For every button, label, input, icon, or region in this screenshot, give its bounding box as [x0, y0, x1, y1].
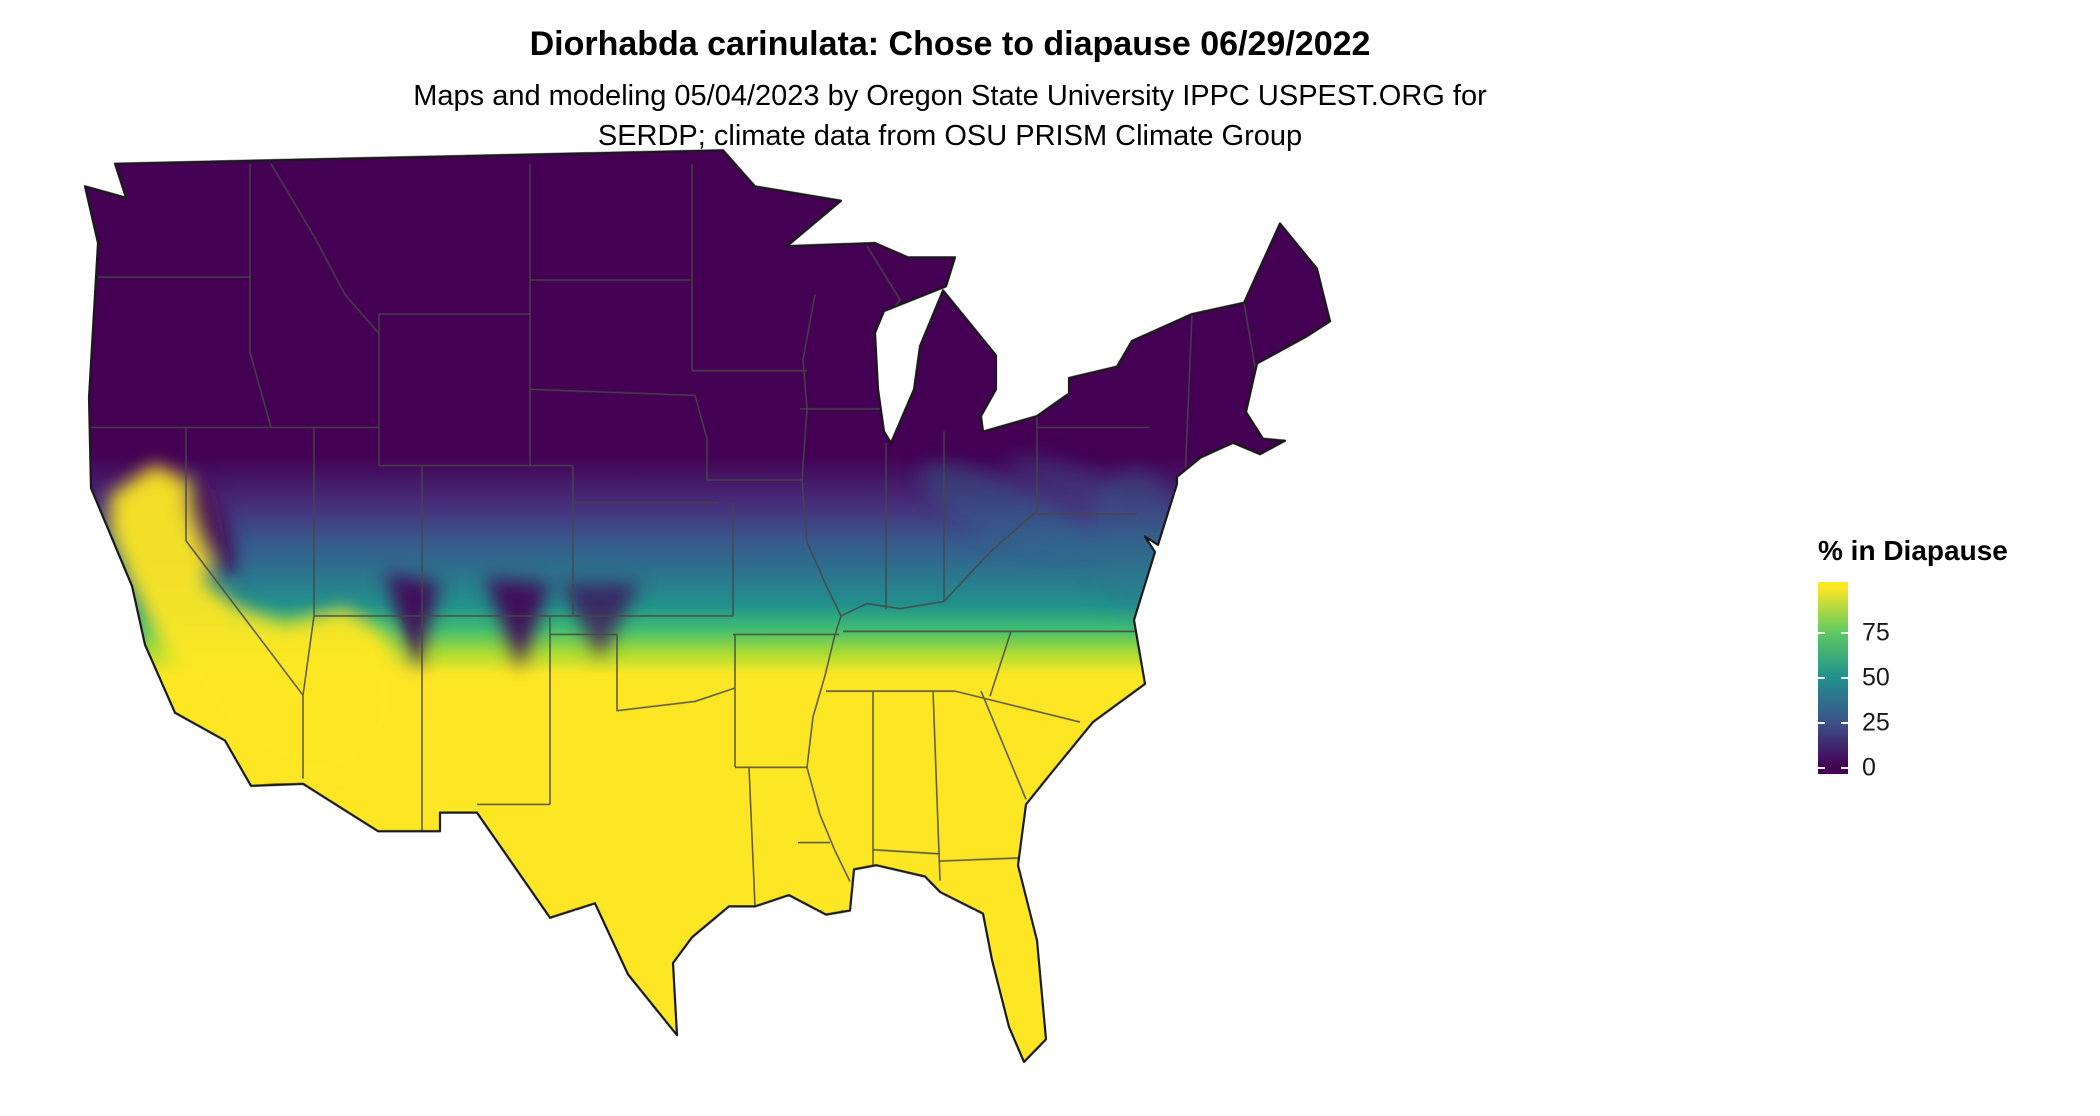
- legend-bar-wrap: 75 50 25 0: [1818, 582, 2058, 782]
- us-map: [83, 149, 1332, 1064]
- subtitle-line-1: Maps and modeling 05/04/2023 by Oregon S…: [413, 80, 1487, 112]
- legend-tick-mark: [1818, 722, 1825, 724]
- legend-tick-mark: [1818, 632, 1825, 634]
- page-title: Diorhabda carinulata: Chose to diapause …: [529, 25, 1371, 63]
- state-borders: [89, 163, 1263, 907]
- legend-title: % in Diapause: [1818, 535, 2008, 566]
- legend-tick-mark: [1841, 677, 1848, 679]
- legend-tick-mark: [1841, 632, 1848, 634]
- legend-tick-mark: [1841, 722, 1848, 724]
- legend-tick-mark: [1818, 767, 1825, 769]
- legend-tick-mark: [1841, 767, 1848, 769]
- legend-tick-label: 75: [1862, 618, 1890, 647]
- figure-subtitle: Maps and modeling 05/04/2023 by Oregon S…: [0, 76, 1900, 156]
- us-outline: [83, 149, 1332, 1064]
- legend-tick-label: 0: [1862, 753, 1876, 782]
- legend-tick-label: 25: [1862, 708, 1890, 737]
- map-legend: % in Diapause 75 50 25 0: [1818, 534, 2078, 782]
- subtitle-line-2: SERDP; climate data from OSU PRISM Clima…: [597, 120, 1303, 152]
- legend-tick-label: 50: [1862, 663, 1890, 692]
- legend-tick-mark: [1818, 677, 1825, 679]
